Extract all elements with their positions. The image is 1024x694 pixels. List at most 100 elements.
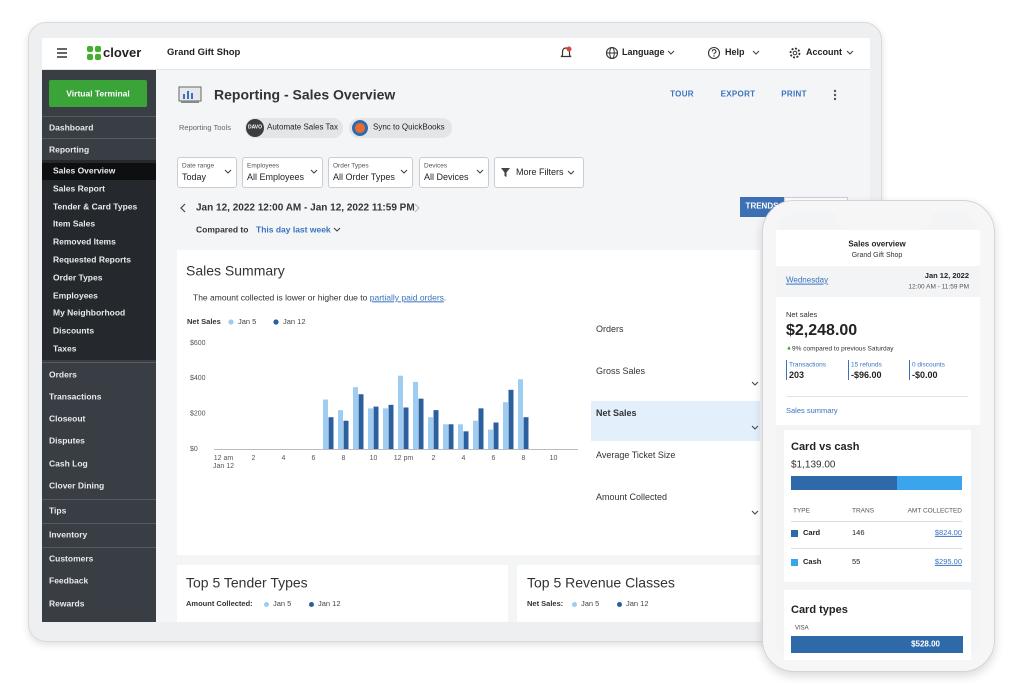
- x-tick-label: 12 am: [214, 455, 234, 462]
- metric-item[interactable]: Average Ticket Size: [596, 450, 676, 461]
- x-tick-label: 4: [462, 455, 466, 462]
- notification-icon[interactable]: [559, 46, 573, 60]
- phone-day[interactable]: Wednesday: [786, 275, 829, 285]
- bar: [413, 381, 418, 449]
- sidebar-subitem[interactable]: Sales Report: [53, 183, 105, 194]
- filter-label: Devices: [424, 162, 448, 170]
- top-menu[interactable]: Language: [622, 47, 665, 58]
- sidebar-subitem[interactable]: Discounts: [53, 325, 95, 336]
- filter-value: All Employees: [247, 172, 305, 183]
- sidebar-subitem[interactable]: Taxes: [53, 343, 77, 354]
- table-cell[interactable]: $295.00: [934, 556, 962, 566]
- brand: clover: [103, 44, 142, 60]
- cash-share-bar: [897, 476, 962, 490]
- metric-item[interactable]: Gross Sales: [596, 366, 646, 377]
- header-action[interactable]: PRINT: [781, 89, 807, 99]
- bar: [388, 404, 394, 449]
- sidebar-item[interactable]: Orders: [49, 369, 77, 380]
- top-menu[interactable]: Account: [806, 47, 842, 58]
- compared-value[interactable]: This day last week: [256, 224, 331, 235]
- x-tick-label: 10: [550, 455, 558, 462]
- virtual-terminal-label[interactable]: Virtual Terminal: [66, 88, 130, 99]
- caret: [224, 169, 232, 174]
- metric-selected: [591, 401, 760, 441]
- revenue-card: [517, 565, 760, 622]
- globe-icon: [605, 46, 619, 60]
- divider: [786, 396, 968, 397]
- sidebar-item[interactable]: Feedback: [49, 575, 89, 586]
- sidebar-divider: [42, 499, 156, 500]
- sidebar-subitem[interactable]: My Neighborhood: [53, 307, 126, 318]
- caret: [400, 169, 408, 174]
- tool-label[interactable]: Automate Sales Tax: [267, 122, 339, 132]
- more-filters[interactable]: More Filters: [516, 167, 564, 178]
- sidebar-item[interactable]: Tips: [49, 505, 67, 516]
- card-swatch: [791, 530, 798, 537]
- phone-card-title: Card vs cash: [791, 440, 860, 453]
- legend-title: Amount Collected:: [186, 598, 253, 608]
- sidebar-divider: [42, 523, 156, 524]
- y-tick-label: $200: [190, 411, 206, 418]
- filter-dropdown[interactable]: [419, 157, 489, 188]
- sidebar-subitem[interactable]: Tender & Card Types: [53, 200, 138, 211]
- visa-bar: [791, 636, 963, 653]
- sidebar-item[interactable]: Cash Log: [49, 458, 88, 469]
- legend-label: Jan 5: [273, 598, 292, 608]
- phone-header: [776, 230, 980, 266]
- metric-item[interactable]: Amount Collected: [596, 492, 668, 503]
- tool-label[interactable]: Sync to QuickBooks: [373, 122, 445, 132]
- table-cell[interactable]: $824.00: [934, 527, 962, 537]
- sidebar-item[interactable]: Inventory: [49, 529, 88, 540]
- stat-value: 203: [789, 370, 805, 381]
- bar: [343, 420, 349, 449]
- sidebar-item[interactable]: Reporting: [49, 144, 90, 155]
- virtual-terminal-button[interactable]: [49, 80, 147, 107]
- header-action[interactable]: TOUR: [670, 89, 694, 99]
- stat-rule: [909, 360, 910, 380]
- quickbooks-icon: [352, 120, 368, 136]
- filter-label: Order Types: [333, 162, 369, 170]
- note-end: .: [443, 292, 447, 303]
- sidebar-item[interactable]: Clover Dining: [49, 480, 105, 491]
- sidebar-subitem[interactable]: Requested Reports: [53, 254, 131, 265]
- filter-label: Employees: [247, 162, 280, 170]
- tool-chip[interactable]: [245, 118, 343, 138]
- sidebar-subitem[interactable]: Sales Overview: [53, 165, 116, 176]
- metric-item[interactable]: Net Sales: [596, 408, 637, 419]
- more-icon[interactable]: [831, 88, 839, 102]
- filter-value: All Order Types: [333, 172, 395, 183]
- metric-item[interactable]: Orders: [596, 324, 624, 335]
- note-link[interactable]: partially paid orders: [369, 292, 444, 303]
- summary-link[interactable]: Sales summary: [786, 405, 838, 415]
- davo-badge: [246, 119, 264, 137]
- sidebar-item[interactable]: Dashboard: [49, 122, 94, 133]
- sidebar-item[interactable]: Disputes: [49, 435, 85, 446]
- sidebar-subitem[interactable]: Removed Items: [53, 236, 116, 247]
- header-action[interactable]: EXPORT: [720, 89, 756, 99]
- bar: [433, 410, 439, 449]
- sidebar-item[interactable]: Closeout: [49, 413, 86, 424]
- x-tick-label: 2: [252, 455, 256, 462]
- next-arrow[interactable]: [412, 202, 422, 214]
- sidebar-item[interactable]: Transactions: [49, 391, 102, 402]
- sidebar-item[interactable]: Customers: [49, 553, 94, 564]
- trends-label[interactable]: TRENDS: [745, 201, 779, 211]
- sidebar-submenu: [42, 160, 156, 360]
- menu-icon[interactable]: [56, 47, 68, 59]
- sidebar-subitem[interactable]: Item Sales: [53, 218, 96, 229]
- prev-arrow[interactable]: [178, 202, 188, 214]
- card-share-bar: [791, 476, 897, 490]
- sidebar-subitem[interactable]: Employees: [53, 289, 98, 300]
- card-type-value: $528.00: [911, 639, 940, 649]
- sidebar-item[interactable]: Rewards: [49, 598, 85, 609]
- x-tick-label: 4: [282, 455, 286, 462]
- x-tick-label: 10: [370, 455, 378, 462]
- sidebar-subitem[interactable]: Order Types: [53, 272, 103, 283]
- phone-date: Jan 12, 2022: [924, 270, 969, 280]
- tool-chip[interactable]: [349, 118, 452, 138]
- top-menu[interactable]: Help: [725, 47, 745, 58]
- tools-label: Reporting Tools: [179, 122, 231, 132]
- filter-dropdown[interactable]: [242, 157, 323, 188]
- phone-card-title: Card types: [791, 603, 848, 616]
- filter-dropdown[interactable]: [328, 157, 413, 188]
